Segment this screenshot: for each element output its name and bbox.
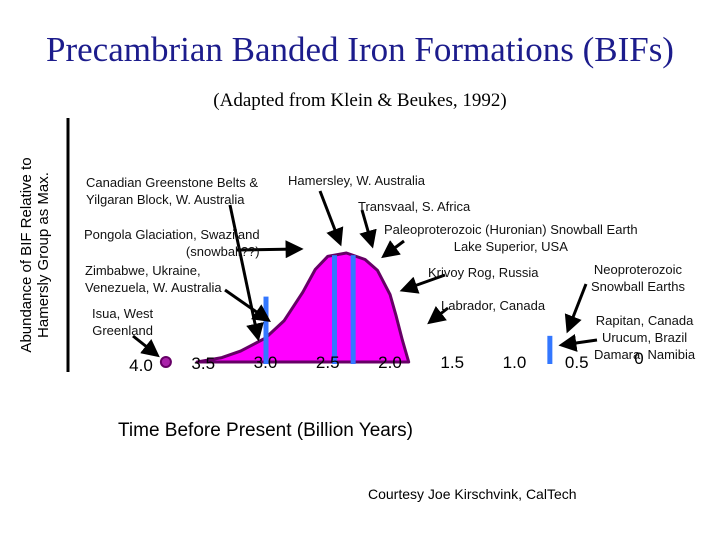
annotation-arrow: [558, 334, 598, 352]
annotation-arrow: [399, 273, 446, 294]
credit-line: Courtesy Joe Kirschvink, CalTech: [368, 486, 577, 502]
x-tick-label: 3.5: [191, 354, 215, 373]
marker-bar-0: [263, 296, 269, 364]
isua-point: [159, 356, 172, 368]
annotation-arrow: [564, 283, 588, 334]
annotation-hamersley: Hamersley, W. Australia: [288, 173, 426, 188]
annotation-transvaal: Transvaal, S. Africa: [358, 199, 471, 214]
annotation-arrow: [318, 190, 344, 247]
y-axis-label: Abundance of BIF Relative to Hamersly Gr…: [18, 157, 52, 353]
x-tick-label: 0: [634, 349, 643, 368]
x-tick-label: 2.5: [316, 353, 340, 372]
x-tick-label: 0.5: [565, 353, 589, 372]
x-tick-label: 1.5: [440, 353, 464, 372]
annotation-neoproterozoic: Neoproterozoic Snowball Earths: [591, 262, 685, 294]
marker-bar-3: [547, 335, 553, 364]
annotation-huronian: Paleoproterozoic (Huronian) Snowball Ear…: [384, 222, 638, 254]
marker-bar-2: [350, 255, 356, 364]
annotation-arrow: [381, 239, 405, 259]
annotation-arrow: [132, 334, 160, 358]
annotation-arrow: [224, 288, 271, 323]
annotation-arrow: [359, 209, 377, 249]
x-tick-label: 1.0: [503, 353, 527, 372]
subtitle: (Adapted from Klein & Beukes, 1992): [213, 90, 507, 111]
annotation-zimbabwe: Zimbabwe, Ukraine, Venezuela, W. Austral…: [85, 263, 222, 295]
x-axis-label: Time Before Present (Billion Years): [118, 420, 413, 441]
annotation-pongola: Pongola Glaciation, Swaziland (snowball?…: [84, 227, 260, 259]
annotation-greenstone: Canadian Greenstone Belts & Yilgaran Blo…: [86, 175, 258, 207]
annotation-isua: Isua, West Greenland: [92, 306, 154, 338]
annotation-labrador: Labrador, Canada: [441, 298, 546, 313]
annotation-arrow: [235, 240, 304, 259]
annotation-arrow: [427, 306, 449, 325]
bif-abundance-area: [195, 251, 411, 364]
page-title: Precambrian Banded Iron Formations (BIFs…: [46, 30, 674, 69]
x-tick-label: 3.0: [254, 353, 278, 372]
x-tick-label: 2.0: [378, 353, 402, 372]
marker-bar-1: [331, 255, 337, 364]
annotation-rapitan: Rapitan, Canada Urucum, Brazil Damara, N…: [594, 313, 696, 362]
annotation-arrow: [228, 204, 264, 342]
x-tick-label: 4.0: [129, 356, 153, 375]
annotation-krivoy-rog: Krivoy Rog, Russia: [428, 265, 539, 280]
